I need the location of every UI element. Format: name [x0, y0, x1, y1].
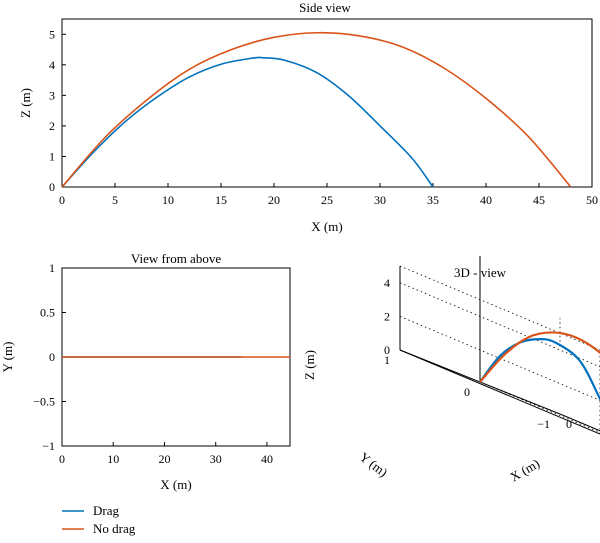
side-view-xtick-label: 5 — [112, 193, 118, 207]
top-view-title: View from above — [131, 251, 221, 266]
top-view-xtick-label: 20 — [158, 452, 170, 466]
3d-view-ztick-label: 0 — [384, 343, 390, 357]
legend-label-drag: Drag — [93, 503, 119, 518]
legend: Drag No drag — [62, 503, 136, 536]
top-view-ytick-label: 0.5 — [40, 306, 55, 320]
side-view-ytick-label: 4 — [49, 58, 55, 72]
3d-view-grid-line — [399, 282, 600, 368]
3d-view-grid-line — [399, 265, 600, 351]
legend-item-nodrag: No drag — [62, 521, 136, 536]
side-view-xtick-label: 0 — [59, 193, 65, 207]
side-view-xtick-label: 40 — [480, 193, 492, 207]
side-view-xtick-label: 20 — [268, 193, 280, 207]
3d-view-ztick-label: 2 — [384, 309, 390, 323]
3d-view-ytick-label: 1 — [384, 353, 390, 367]
side-view-ytick-label: 3 — [49, 88, 55, 102]
side-view-axes-box — [61, 18, 593, 188]
3d-view-floor-edge — [399, 349, 600, 435]
side-view-xlabel: X (m) — [311, 219, 342, 234]
3d-view-series-nodrag — [479, 331, 600, 383]
top-view-ylabel: Y (m) — [0, 342, 15, 373]
3d-view-floor-edge — [559, 413, 600, 432]
legend-item-drag: Drag — [62, 503, 119, 518]
side-view-xtick-label: 10 — [162, 193, 174, 207]
legend-label-nodrag: No drag — [93, 521, 136, 536]
3d-view-plot: 3D - view 024−101050 Z (m) Y (m) X (m) — [302, 256, 600, 485]
side-view-xtick-label: 30 — [374, 193, 386, 207]
top-view-xtick-label: 10 — [107, 452, 119, 466]
top-view-xtick-label: 0 — [59, 452, 65, 466]
3d-view-ztick-label: 4 — [384, 276, 390, 290]
side-view-xtick-label: 45 — [533, 193, 545, 207]
3d-view-xtick-label: 0 — [566, 417, 572, 431]
3d-view-ytick-label: 0 — [464, 385, 470, 399]
side-view-ytick-label: 0 — [49, 180, 55, 194]
3d-view-ytick-label: −1 — [537, 417, 550, 431]
side-view-xtick-label: 50 — [586, 193, 598, 207]
side-view-xtick-label: 25 — [321, 193, 333, 207]
side-view-ytick-label: 5 — [49, 27, 55, 41]
3d-view-ylabel: Y (m) — [357, 449, 391, 480]
3d-view-grid-line — [479, 381, 600, 433]
side-view-ytick-label: 1 — [49, 149, 55, 163]
side-view-ylabel: Z (m) — [18, 88, 33, 118]
top-view-xtick-label: 30 — [210, 452, 222, 466]
top-view-ytick-label: 1 — [49, 261, 55, 275]
side-view-xtick-label: 15 — [215, 193, 227, 207]
top-view-xtick-label: 40 — [261, 452, 273, 466]
3d-view-zlabel: Z (m) — [302, 350, 317, 380]
side-view-xtick-label: 35 — [427, 193, 439, 207]
top-view-plot: View from above 0 10 20 30 40 −1 −0.5 0 0.5 1 X … — [0, 251, 291, 492]
side-view-title: Side view — [299, 0, 351, 15]
top-view-ytick-label: −1 — [42, 439, 55, 453]
top-view-xlabel: X (m) — [160, 477, 191, 492]
top-view-ytick-label: −0.5 — [33, 395, 55, 409]
top-view-ytick-label: 0 — [49, 350, 55, 364]
side-view-series-drag — [61, 56, 434, 188]
3d-view-xlabel: X (m) — [507, 456, 542, 485]
side-view-series-nodrag — [61, 31, 572, 188]
side-view-ytick-label: 2 — [49, 119, 55, 133]
3d-view-series-drag — [479, 338, 600, 402]
